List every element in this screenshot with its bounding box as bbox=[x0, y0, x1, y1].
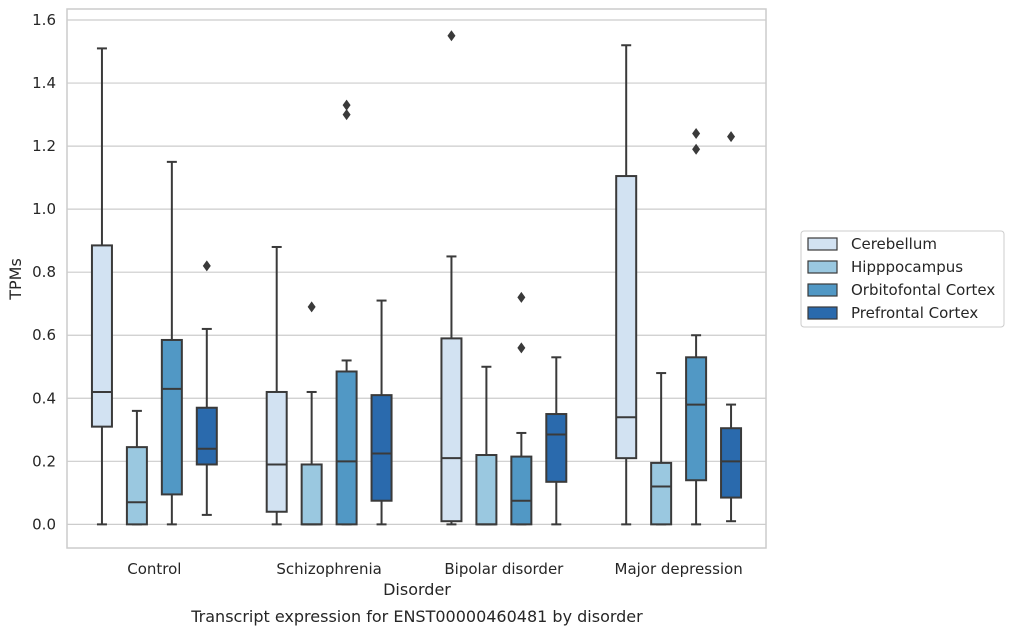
box-iqr bbox=[125, 446, 148, 526]
y-tick-label: 1.0 bbox=[32, 200, 56, 218]
box-plot bbox=[195, 260, 218, 516]
y-tick-label: 1.2 bbox=[32, 137, 56, 155]
box-plot bbox=[440, 30, 463, 526]
legend-swatch bbox=[807, 306, 838, 320]
box-plot bbox=[615, 44, 638, 526]
box-plots bbox=[90, 30, 743, 526]
box-plot bbox=[90, 47, 113, 526]
outlier-point bbox=[727, 131, 736, 143]
y-axis-label: TPMs bbox=[6, 258, 25, 301]
box-plot bbox=[125, 409, 148, 526]
box-iqr bbox=[440, 337, 463, 523]
box-iqr bbox=[615, 175, 638, 460]
box-plot bbox=[265, 245, 288, 526]
outlier-point bbox=[342, 109, 351, 121]
y-tick-label: 0.4 bbox=[32, 389, 56, 407]
legend-label: Orbitofontal Cortex bbox=[851, 281, 995, 299]
box-plot bbox=[475, 365, 498, 526]
box-iqr bbox=[650, 461, 673, 526]
box-iqr bbox=[370, 394, 393, 502]
outlier-point bbox=[517, 342, 526, 354]
x-tick-label: Control bbox=[127, 560, 181, 578]
box-plot bbox=[160, 160, 183, 526]
outlier-point bbox=[692, 143, 701, 155]
box-plot bbox=[335, 99, 358, 526]
box-iqr bbox=[265, 390, 288, 513]
box-iqr bbox=[195, 406, 218, 466]
legend-label: Hipppocampus bbox=[851, 258, 963, 276]
y-tick-label: 0.8 bbox=[32, 263, 56, 281]
outlier-point bbox=[342, 99, 351, 111]
box-plot bbox=[685, 128, 708, 526]
x-tick-label: Bipolar disorder bbox=[444, 560, 564, 578]
gridlines bbox=[67, 19, 766, 525]
legend-frame bbox=[800, 230, 1005, 328]
box-plot bbox=[300, 301, 323, 526]
outlier-point bbox=[202, 260, 211, 272]
box-iqr bbox=[720, 427, 743, 499]
x-axis-ticks: Control Schizophrenia Bipolar disorder Majo… bbox=[127, 560, 742, 578]
outlier-point bbox=[447, 30, 456, 42]
figure-caption: Transcript expression for ENST0000046048… bbox=[190, 607, 643, 626]
box-iqr bbox=[510, 455, 533, 526]
box-plot bbox=[720, 131, 743, 523]
y-tick-label: 1.6 bbox=[32, 11, 56, 29]
box-iqr bbox=[685, 356, 708, 482]
box-iqr bbox=[300, 463, 323, 526]
legend: Cerebellum Hipppocampus Orbitofontal Corte… bbox=[800, 230, 1005, 328]
plot-area-frame bbox=[66, 8, 767, 549]
x-axis-label: Disorder bbox=[383, 580, 451, 599]
box-iqr bbox=[475, 454, 498, 526]
y-tick-label: 0.0 bbox=[32, 515, 56, 533]
box-plot bbox=[370, 299, 393, 526]
x-tick-label: Major depression bbox=[615, 560, 743, 578]
legend-swatch bbox=[807, 237, 838, 251]
outlier-point bbox=[692, 128, 701, 140]
box-iqr bbox=[160, 338, 183, 496]
y-tick-label: 0.6 bbox=[32, 326, 56, 344]
box-iqr bbox=[335, 370, 358, 526]
x-tick-label: Schizophrenia bbox=[276, 560, 381, 578]
legend-swatch bbox=[807, 260, 838, 274]
legend-label: Cerebellum bbox=[851, 235, 937, 253]
outlier-point bbox=[517, 291, 526, 303]
outlier-point bbox=[307, 301, 316, 313]
legend-swatch bbox=[807, 283, 838, 297]
box-plot bbox=[650, 372, 673, 526]
box-iqr bbox=[90, 244, 113, 428]
box-plot bbox=[545, 356, 568, 526]
box-iqr bbox=[545, 413, 568, 483]
box-plot bbox=[510, 291, 533, 526]
y-tick-label: 0.2 bbox=[32, 452, 56, 470]
y-axis-ticks: 0.0 0.2 0.4 0.6 0.8 1.0 1.2 1.4 1.6 bbox=[32, 11, 56, 533]
legend-label: Prefrontal Cortex bbox=[851, 304, 978, 322]
y-tick-label: 1.4 bbox=[32, 74, 56, 92]
